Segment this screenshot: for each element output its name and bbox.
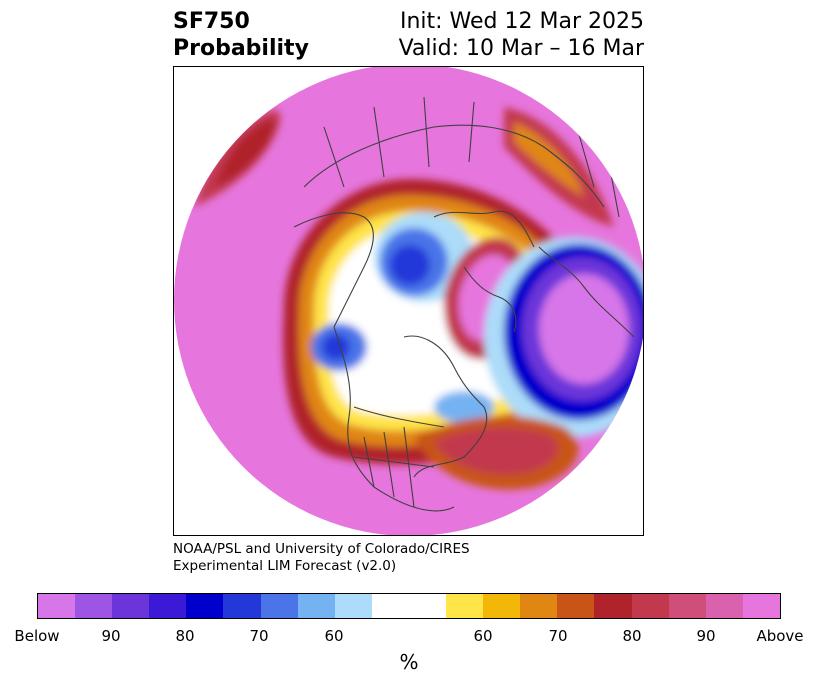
colorbar-segment — [520, 594, 558, 618]
colorbar-tick-label: 90 — [101, 627, 121, 645]
anomaly-contour — [514, 122, 584, 197]
country-border — [403, 426, 415, 508]
coastline — [293, 212, 374, 328]
init-date: Init: Wed 12 Mar 2025 — [399, 9, 644, 34]
colorbar-tick-label: 80 — [622, 627, 642, 645]
anomaly-contour — [390, 245, 430, 285]
anomaly-contour — [434, 391, 494, 423]
colorbar-unit: % — [399, 650, 419, 674]
colorbar-segment — [112, 594, 150, 618]
colorbar-segment — [38, 594, 76, 618]
colorbar-tick-label: 60 — [473, 627, 493, 645]
colorbar-segment — [742, 594, 780, 618]
coastline — [433, 210, 535, 248]
coastline — [413, 406, 488, 478]
colorbar-segment — [668, 594, 706, 618]
colorbar-segment — [223, 594, 261, 618]
colorbar-segment — [557, 594, 595, 618]
colorbar-segment — [483, 594, 521, 618]
coastline — [333, 326, 455, 512]
colorbar-tick-label: 60 — [324, 627, 344, 645]
colorbar-segment — [334, 594, 372, 618]
anomaly-contour — [434, 427, 559, 475]
colorbar-segment — [186, 594, 224, 618]
country-border — [383, 431, 395, 498]
credit-text: NOAA/PSL and University of Colorado/CIRE… — [173, 541, 470, 575]
anomaly-contour — [539, 274, 629, 384]
colorbar-segment — [371, 594, 447, 618]
variable-label: SF750 — [173, 9, 250, 34]
coastline — [463, 266, 517, 333]
colorbar-tick-label: 80 — [175, 627, 195, 645]
product-label: Probability — [173, 36, 309, 61]
valid-range: Valid: 10 Mar – 16 Mar — [398, 36, 644, 61]
colorbar-segment — [75, 594, 113, 618]
colorbar-segment — [260, 594, 298, 618]
country-border — [353, 406, 445, 428]
date-info: Init: Wed 12 Mar 2025 Valid: 10 Mar – 16… — [399, 8, 644, 62]
country-border — [363, 436, 375, 488]
colorbar — [37, 593, 781, 619]
colorbar-segment — [594, 594, 632, 618]
colorbar-tick-label: Below — [14, 627, 60, 645]
polar-map — [174, 67, 643, 535]
coastline — [303, 124, 605, 208]
colorbar-segment — [446, 594, 484, 618]
colorbar-segment — [705, 594, 743, 618]
anomaly-contour — [214, 119, 275, 187]
coastline — [403, 335, 485, 408]
country-border — [323, 96, 475, 188]
anomaly-contour — [322, 334, 350, 360]
colorbar-tick-label: 90 — [696, 627, 716, 645]
credit-line-2: Experimental LIM Forecast (v2.0) — [173, 558, 397, 574]
colorbar-tick-label: 70 — [548, 627, 568, 645]
colorbar-tick-label: Above — [756, 627, 804, 645]
coastline — [538, 246, 635, 338]
credit-line-1: NOAA/PSL and University of Colorado/CIRE… — [173, 541, 470, 557]
map-panel — [173, 66, 644, 536]
colorbar-tick-label: 70 — [249, 627, 269, 645]
chart-title: SF750 Probability — [173, 8, 309, 62]
colorbar-segment — [631, 594, 669, 618]
colorbar-segment — [297, 594, 335, 618]
country-border — [353, 456, 435, 468]
colorbar-segment — [149, 594, 187, 618]
